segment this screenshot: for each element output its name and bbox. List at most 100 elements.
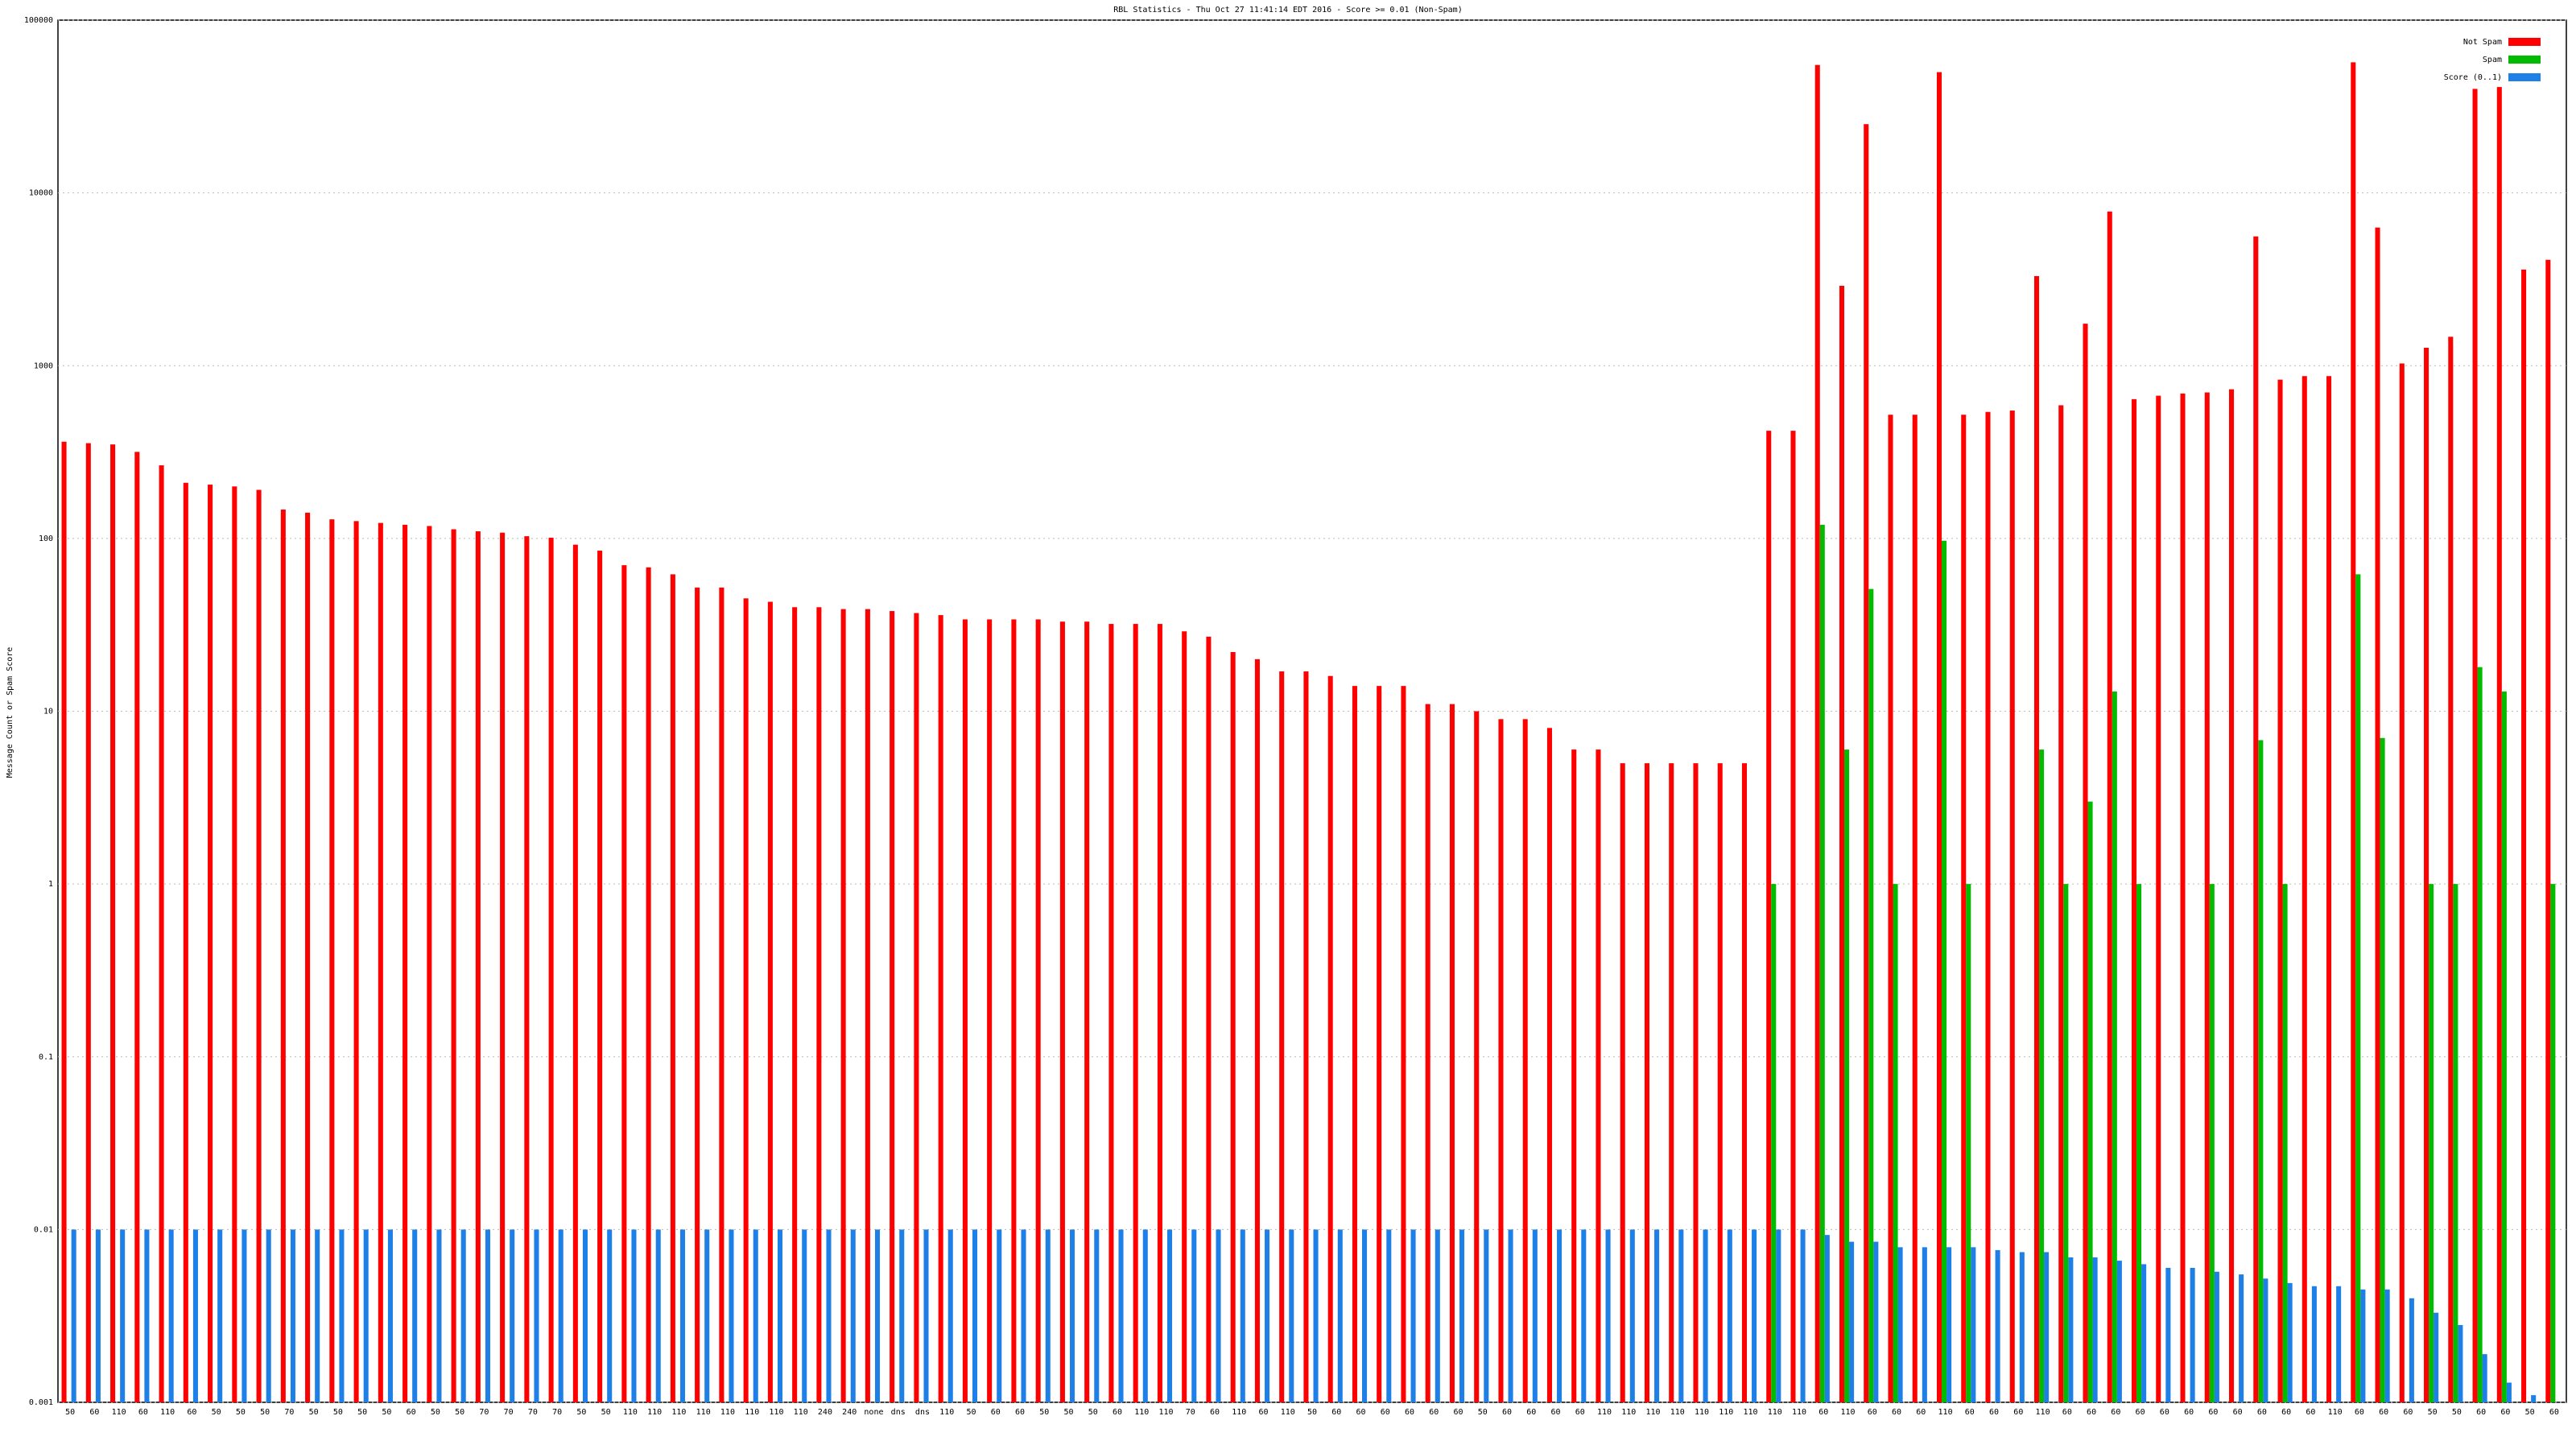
x-tick-label: 60 (1916, 1408, 1926, 1417)
bar (1498, 719, 1504, 1402)
bar (2453, 884, 2458, 1402)
x-tick-label: 110 (1792, 1408, 1806, 1417)
bar (1605, 1229, 1611, 1402)
bar (607, 1229, 613, 1402)
x-tick-label: 50 (431, 1408, 440, 1417)
bar (1703, 1229, 1708, 1402)
bar (71, 1229, 76, 1402)
bar (962, 619, 968, 1402)
bar (1629, 1229, 1635, 1402)
bar (1459, 1229, 1465, 1402)
bar (2399, 363, 2405, 1402)
x-tick-label: 60 (89, 1408, 99, 1417)
bar (743, 598, 749, 1402)
y-tick-label: 10000 (29, 189, 53, 198)
x-tick-label: 110 (1841, 1408, 1856, 1417)
bar (120, 1229, 126, 1402)
bar (61, 441, 67, 1402)
x-tick-label: 60 (187, 1408, 196, 1417)
bar (2019, 1252, 2025, 1402)
bar (256, 489, 262, 1402)
x-tick-label: 60 (2208, 1408, 2218, 1417)
bar (729, 1229, 734, 1402)
bar (2058, 405, 2064, 1402)
x-tick-label: 60 (1331, 1408, 1341, 1417)
bar (2209, 884, 2215, 1402)
bar (2380, 737, 2385, 1402)
bar (134, 452, 140, 1402)
x-tick-label: 110 (1646, 1408, 1661, 1417)
bar (1279, 671, 1285, 1402)
bar (1678, 1229, 1684, 1402)
bar (582, 1229, 588, 1402)
bar (777, 1229, 783, 1402)
x-tick-label: 60 (1113, 1408, 1122, 1417)
bar (1771, 884, 1777, 1402)
x-tick-label: 50 (1063, 1408, 1073, 1417)
bar (2063, 884, 2069, 1402)
bar (2112, 691, 2117, 1402)
bar (1133, 624, 1138, 1402)
bar (1971, 1247, 1976, 1402)
bar (695, 587, 700, 1402)
x-tick-label: 70 (284, 1408, 294, 1417)
bar (427, 526, 432, 1403)
bar (1035, 619, 1041, 1402)
y-tick-label: 0.1 (39, 1053, 53, 1062)
bar (1094, 1229, 1100, 1402)
bar (1484, 1229, 1489, 1402)
bar (2496, 87, 2502, 1403)
bar (572, 544, 578, 1403)
bar (524, 536, 530, 1402)
y-tick-label: 10 (43, 708, 53, 716)
bar (1596, 749, 1601, 1402)
x-tick-label: 70 (1186, 1408, 1195, 1417)
x-tick-label: 110 (647, 1408, 662, 1417)
x-tick-label: 240 (842, 1408, 857, 1417)
bar (485, 1229, 490, 1402)
bar (1844, 749, 1850, 1402)
bar (914, 613, 919, 1402)
bar (168, 1229, 174, 1402)
bar (144, 1229, 150, 1402)
bar (1059, 621, 1065, 1402)
x-tick-label: 110 (1768, 1408, 1782, 1417)
x-tick-label: 240 (818, 1408, 832, 1417)
bar (1206, 636, 1212, 1402)
x-tick-label: 60 (1502, 1408, 1512, 1417)
bar (1557, 1229, 1563, 1402)
bar (110, 444, 116, 1402)
bar (704, 1229, 710, 1402)
chart-title: RBL Statistics - Thu Oct 27 11:41:14 EDT… (1113, 6, 1462, 14)
bar (2282, 884, 2288, 1402)
x-tick-label: 60 (2476, 1408, 2486, 1417)
bar (1888, 415, 1893, 1402)
bar (1936, 72, 1942, 1403)
bar (2141, 1264, 2147, 1402)
bar (2355, 574, 2361, 1403)
bar (1410, 1229, 1416, 1402)
bar (402, 524, 408, 1402)
bar (290, 1229, 295, 1402)
bar (363, 1229, 369, 1402)
bar (1216, 1229, 1221, 1402)
bar (816, 607, 822, 1402)
x-tick-label: 60 (1405, 1408, 1414, 1417)
bar (621, 565, 627, 1402)
bar (2087, 801, 2093, 1402)
x-tick-label: 50 (309, 1408, 319, 1417)
x-tick-label: 60 (1868, 1408, 1877, 1417)
x-tick-label: 50 (212, 1408, 221, 1417)
bar (1644, 763, 1649, 1402)
bar (2360, 1289, 2366, 1402)
bar (1669, 763, 1674, 1402)
bar (2424, 347, 2429, 1402)
bar (1814, 64, 1820, 1403)
bar (2375, 227, 2380, 1402)
x-tick-label: 60 (1989, 1408, 1999, 1417)
bar (2448, 336, 2454, 1403)
bar (997, 1229, 1002, 1402)
x-tick-label: 110 (1134, 1408, 1149, 1417)
bar (534, 1229, 539, 1402)
x-tick-label: 60 (1551, 1408, 1561, 1417)
